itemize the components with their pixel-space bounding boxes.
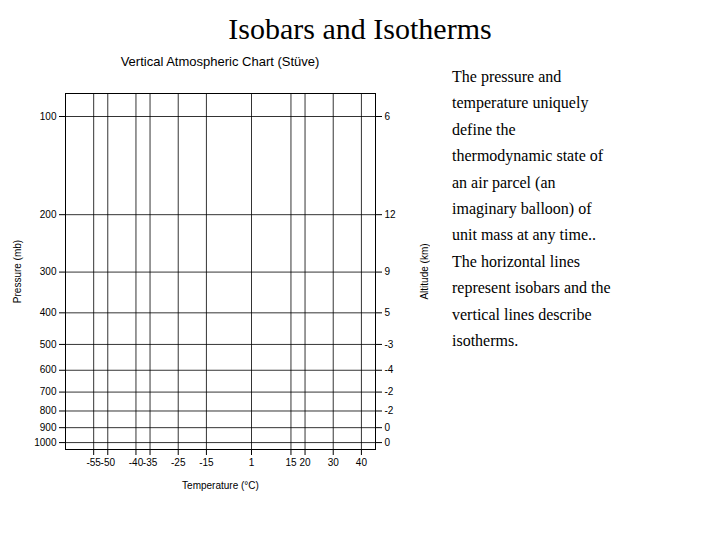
svg-text:40: 40 <box>356 457 368 468</box>
svg-text:6: 6 <box>385 111 391 122</box>
html-text:Vertical Atmospheric Chart (St: Vertical Atmospheric Chart (Stüve) <box>120 54 320 69</box>
html-text:vertical lines describe: vertical lines describe <box>452 305 592 323</box>
html-text:The pressure and: The pressure and <box>452 68 562 85</box>
html-text:an air parcel (an: an air parcel (an <box>452 173 556 191</box>
html-text:unit mass at any time..: unit mass at any time.. <box>452 226 596 244</box>
svg-text:600: 600 <box>40 364 57 375</box>
svg-text:800: 800 <box>40 405 57 416</box>
svg-text:400: 400 <box>40 307 57 318</box>
svg-text:-2: -2 <box>385 386 394 397</box>
svg-text:900: 900 <box>40 422 57 433</box>
svg-text:12: 12 <box>385 209 397 220</box>
svg-text:-40: -40 <box>129 457 144 468</box>
svg-text:1: 1 <box>249 457 255 468</box>
svg-text:9: 9 <box>385 266 391 277</box>
svg-text:100: 100 <box>40 111 57 122</box>
svg-text:5: 5 <box>385 307 391 318</box>
html-text:define the: define the <box>452 120 516 138</box>
html-text:thermodynamic state of: thermodynamic state of <box>452 147 604 165</box>
svg-text:0: 0 <box>385 437 391 448</box>
svg-text:Altitude (km): Altitude (km) <box>419 243 430 299</box>
svg-text:Pressure (mb): Pressure (mb) <box>12 240 23 303</box>
svg-text:-25: -25 <box>171 457 186 468</box>
svg-text:-2: -2 <box>385 405 394 416</box>
svg-text:700: 700 <box>40 386 57 397</box>
svg-text:Temperature (°C): Temperature (°C) <box>182 480 259 491</box>
html-text:imaginary balloon) of: imaginary balloon) of <box>452 200 592 217</box>
html-text:represent isobars and the: represent isobars and the <box>452 279 611 297</box>
svg-text:500: 500 <box>40 339 57 350</box>
svg-text:-15: -15 <box>199 457 214 468</box>
html-text:The horizontal lines: The horizontal lines <box>452 252 580 270</box>
svg-text:200: 200 <box>40 209 57 220</box>
svg-text:-50: -50 <box>101 457 116 468</box>
svg-text:1000: 1000 <box>34 437 57 448</box>
svg-text:15: 15 <box>285 457 297 468</box>
svg-text:-55: -55 <box>86 457 101 468</box>
html-text:isotherms.: isotherms. <box>452 331 519 349</box>
svg-text:20: 20 <box>299 457 311 468</box>
svg-text:-4: -4 <box>385 364 394 375</box>
svg-text:30: 30 <box>328 457 340 468</box>
svg-text:-3: -3 <box>385 339 394 350</box>
html-text:temperature uniquely: temperature uniquely <box>452 94 589 112</box>
svg-text:300: 300 <box>40 266 57 277</box>
svg-text:-35: -35 <box>143 457 158 468</box>
svg-text:0: 0 <box>385 422 391 433</box>
html-text:Isobars and Isotherms: Isobars and Isotherms <box>228 12 492 45</box>
